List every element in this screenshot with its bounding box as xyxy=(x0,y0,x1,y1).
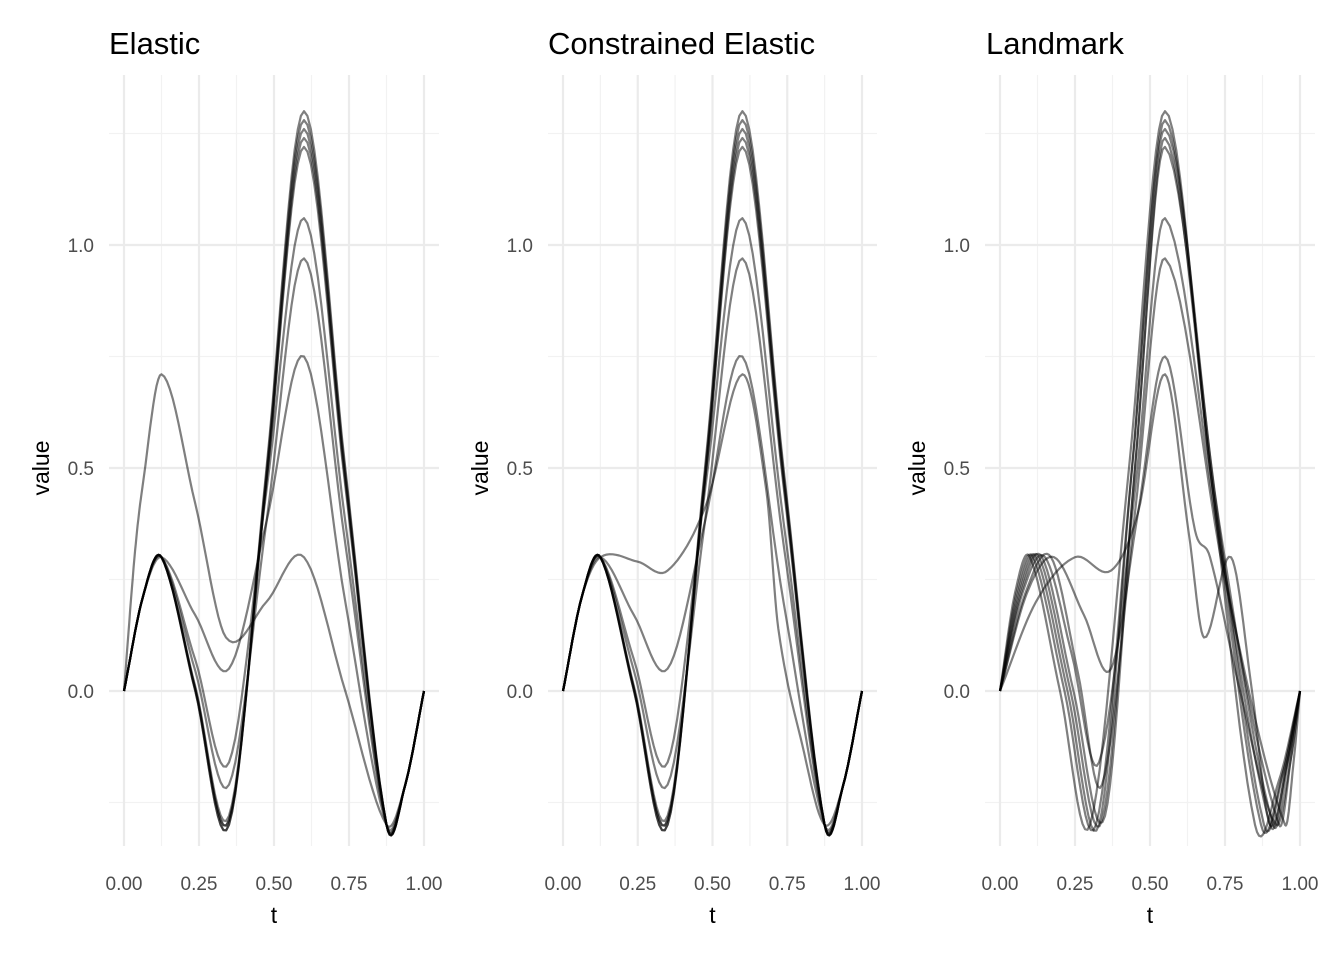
panel-3: 0.00 0.25 0.50 0.75 1.00 0.0 0.5 1.0 t value Landm… xyxy=(904,26,1318,928)
y-tick-label: 0.5 xyxy=(507,459,533,480)
panel-2: 0.00 0.25 0.50 0.75 1.00 0.0 0.5 1.0 t value Const… xyxy=(467,26,880,928)
series-line-9 xyxy=(561,373,864,827)
y-tick-label: 0.5 xyxy=(944,459,970,480)
x-tick-label: 1.00 xyxy=(406,874,443,895)
y-tick-label: 0.5 xyxy=(68,459,94,480)
series-line-7 xyxy=(998,257,1302,827)
x-tick-label: 0.25 xyxy=(181,874,218,895)
x-tick-label: 1.00 xyxy=(1282,874,1319,895)
y-tick-label: 1.0 xyxy=(507,236,533,257)
x-tick-label: 0.50 xyxy=(256,874,293,895)
x-axis-label: t xyxy=(271,902,278,928)
x-tick-label: 0.75 xyxy=(769,874,806,895)
y-tick-label: 0.0 xyxy=(507,682,533,703)
series-line-9 xyxy=(122,373,426,828)
x-tick-label: 0.50 xyxy=(1132,874,1169,895)
y-tick-label: 0.0 xyxy=(944,682,970,703)
y-axis-label: value xyxy=(28,441,54,496)
x-tick-label: 0.75 xyxy=(331,874,368,895)
y-tick-label: 1.0 xyxy=(944,236,970,257)
x-tick-label: 0.25 xyxy=(1057,874,1094,895)
series-line-8 xyxy=(122,355,426,832)
y-tick-label: 1.0 xyxy=(68,236,94,257)
x-tick-label: 0.25 xyxy=(619,874,656,895)
x-tick-label: 0.75 xyxy=(1207,874,1244,895)
x-tick-label: 0.00 xyxy=(982,874,1019,895)
series-line-8 xyxy=(561,355,864,832)
x-axis-label: t xyxy=(1147,902,1154,928)
panel-title: Constrained Elastic xyxy=(548,26,815,61)
x-axis-label: t xyxy=(709,902,716,928)
panel-title: Landmark xyxy=(986,26,1124,61)
y-axis-label: value xyxy=(904,441,930,496)
x-tick-label: 0.50 xyxy=(694,874,731,895)
y-axis-label: value xyxy=(467,441,493,496)
panel-1: 0.00 0.25 0.50 0.75 1.00 0.0 0.5 1.0 t value Elast… xyxy=(28,26,442,928)
x-tick-label: 0.00 xyxy=(545,874,582,895)
series-line-9 xyxy=(998,373,1302,828)
x-tick-label: 0.00 xyxy=(106,874,143,895)
series-line-1 xyxy=(998,110,1302,838)
y-tick-label: 0.0 xyxy=(68,682,94,703)
panel-title: Elastic xyxy=(109,26,200,61)
series-line-8 xyxy=(998,355,1302,827)
x-tick-label: 1.00 xyxy=(844,874,881,895)
